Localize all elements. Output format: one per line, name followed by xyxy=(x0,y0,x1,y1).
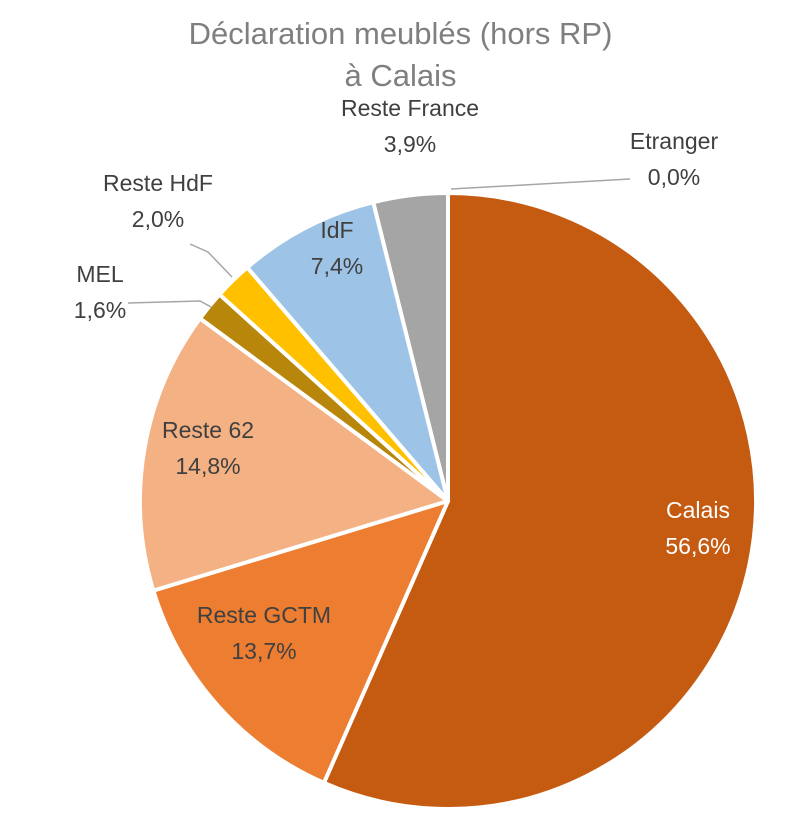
data-label-value: 3,9% xyxy=(384,131,436,157)
data-label-value: 2,0% xyxy=(132,206,184,232)
data-label-value: 13,7% xyxy=(231,638,296,664)
data-label-reste-france: Reste France 3,9% xyxy=(341,95,479,157)
data-label-name: Reste GCTM xyxy=(197,602,331,628)
data-label-name: Calais xyxy=(666,497,730,523)
data-label-value: 14,8% xyxy=(175,453,240,479)
data-label-name: Reste France xyxy=(341,95,479,121)
data-label-reste-hdf: Reste HdF 2,0% xyxy=(103,170,213,232)
data-label-calais: Calais 56,6% xyxy=(665,497,730,559)
leader-line-etranger xyxy=(450,178,631,190)
data-label-name: IdF xyxy=(320,217,353,243)
data-label-name: Reste HdF xyxy=(103,170,213,196)
chart-title-line1: Déclaration meublés (hors RP) xyxy=(188,16,613,51)
chart-title-line2: à Calais xyxy=(344,58,457,93)
data-label-value: 1,6% xyxy=(74,297,126,323)
data-label-name: Etranger xyxy=(630,128,719,154)
data-label-name: MEL xyxy=(76,261,124,287)
data-label-reste-gctm: Reste GCTM 13,7% xyxy=(197,602,331,664)
data-label-name: Reste 62 xyxy=(162,417,254,443)
data-label-reste-62: Reste 62 14,8% xyxy=(162,417,254,479)
data-label-mel: MEL 1,6% xyxy=(74,261,126,323)
data-label-idf: IdF 7,4% xyxy=(311,217,363,279)
leader-line-mel xyxy=(127,300,212,308)
pie-slice-reste-france xyxy=(371,191,450,503)
data-label-value: 0,0% xyxy=(648,164,700,190)
pie-slice-idf xyxy=(245,200,450,503)
pie-slice-reste-62 xyxy=(138,316,450,593)
pie-slice-calais xyxy=(321,191,758,811)
pie-slice-reste-gctm xyxy=(151,499,450,785)
data-label-value: 56,6% xyxy=(665,533,730,559)
data-label-value: 7,4% xyxy=(311,253,363,279)
data-label-etranger: Etranger 0,0% xyxy=(630,128,719,190)
leader-line-reste-hdf xyxy=(189,243,233,278)
